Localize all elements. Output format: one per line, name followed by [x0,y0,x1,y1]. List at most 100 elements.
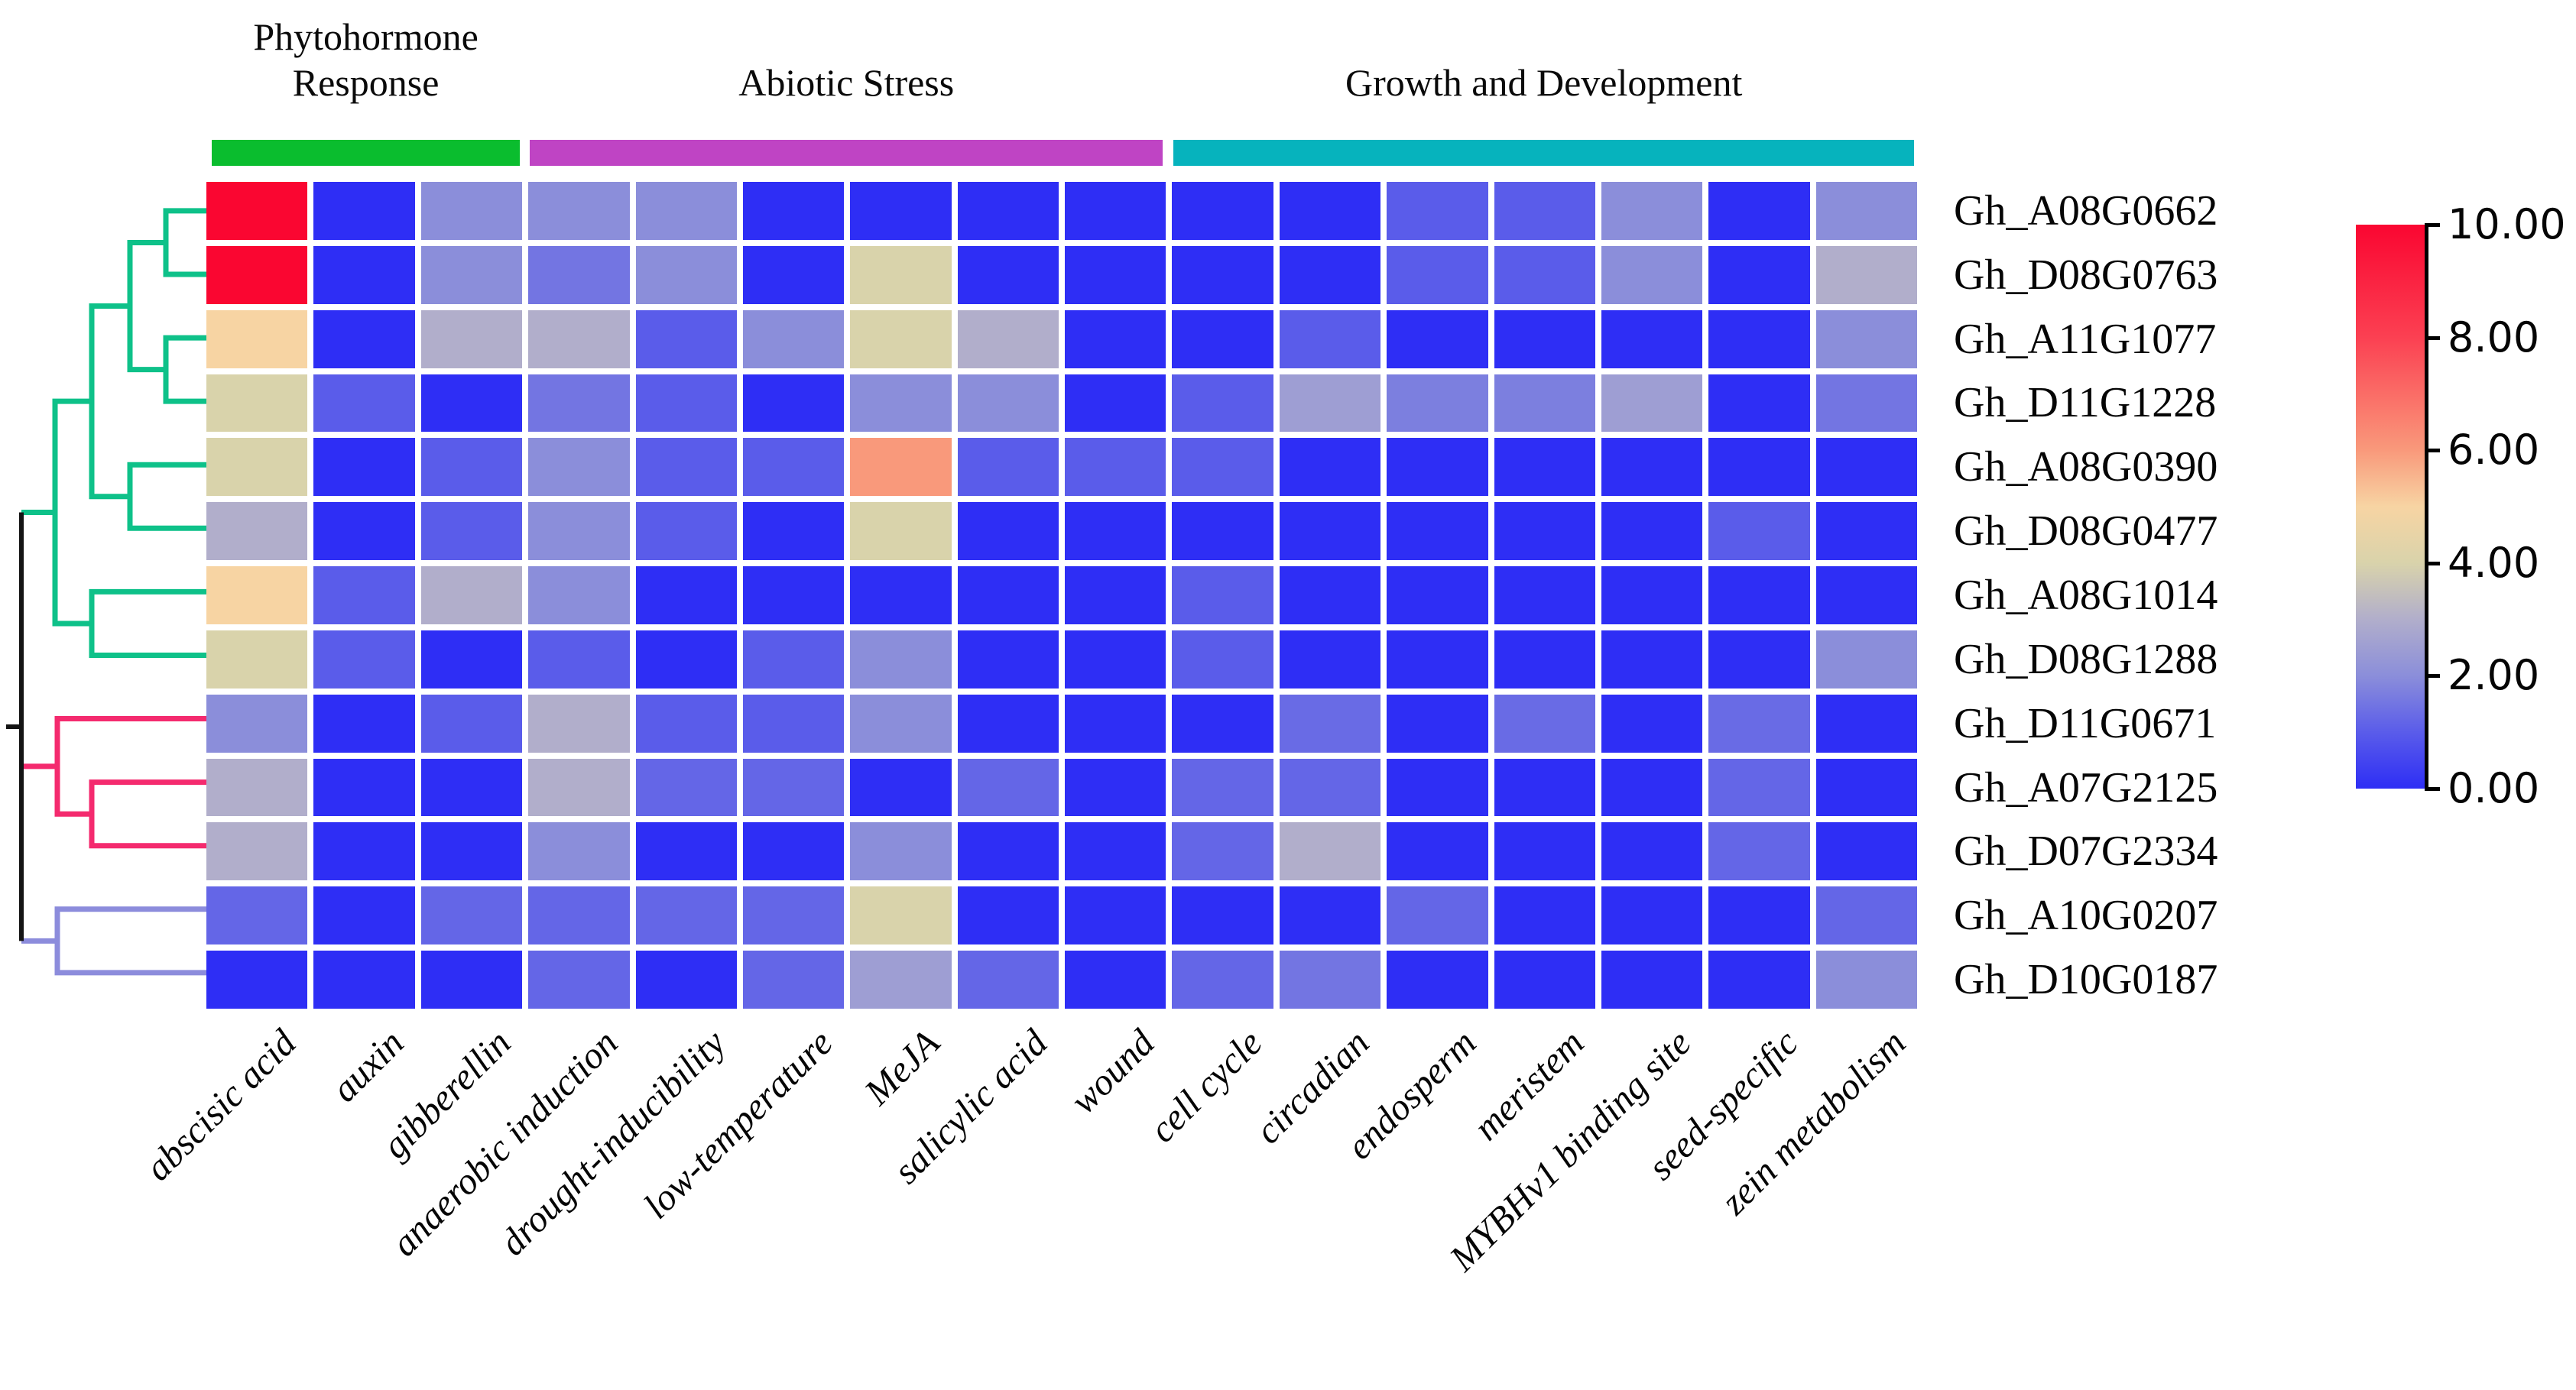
heatmap-cell [1708,886,1810,945]
heatmap-cell [742,694,845,753]
heatmap-cell [206,245,308,304]
heatmap-cell [1601,758,1703,817]
heatmap-cell [1601,822,1703,881]
gene-label: Gh_D07G2334 [1954,828,2218,876]
heatmap-cell [528,822,630,881]
heatmap-cell [635,502,737,561]
heatmap-cell [957,502,1059,561]
heatmap-cell [635,309,737,368]
colorbar-gradient [2356,225,2428,789]
heatmap-cell [1708,502,1810,561]
heatmap-cell [850,758,952,817]
gene-label: Gh_A08G1014 [1954,572,2218,619]
heatmap-cell [313,822,415,881]
heatmap-cell [420,886,523,945]
heatmap-cell [1172,886,1273,945]
heatmap-cell [206,182,308,240]
heatmap-cell [1708,694,1810,753]
heatmap-cell [1815,309,1917,368]
heatmap-cell [1172,309,1273,368]
heatmap-cell [635,951,737,1009]
heatmap-cell [206,502,308,561]
heatmap-cell [206,438,308,497]
heatmap-cell [957,566,1059,624]
dendrogram-middle-cluster [21,716,206,849]
heatmap-cell [1387,951,1488,1009]
heatmap-cell [1601,438,1703,497]
heatmap-cell [1494,886,1595,945]
heatmap-cell [206,886,308,945]
heatmap-cell [1065,502,1166,561]
heatmap-cell [1172,758,1273,817]
heatmap-cell [1279,694,1381,753]
heatmap-cell [1815,822,1917,881]
heatmap-cell [528,630,630,689]
heatmap-cell [1065,886,1166,945]
heatmap-cell [850,822,952,881]
heatmap-cell [1065,630,1166,689]
heatmap-cell [313,309,415,368]
heatmap-cell [1387,566,1488,624]
colorbar-tick-label: 0.00 [2448,764,2540,812]
heatmap-cell [420,822,523,881]
heatmap-cell [742,566,845,624]
heatmap-cell [635,374,737,433]
heatmap-cell [206,309,308,368]
heatmap-cell [1279,374,1381,433]
heatmap-cell [1815,630,1917,689]
heatmap-cell [1387,822,1488,881]
heatmap-cell [528,502,630,561]
dendrogram-top-cluster [21,208,206,658]
heatmap-cell [1601,502,1703,561]
heatmap-cell [957,245,1059,304]
heatmap-cell [635,245,737,304]
heatmap-cell [528,374,630,433]
heatmap-cell [206,822,308,881]
heatmap-cell [1172,951,1273,1009]
heatmap-cell [1494,374,1595,433]
heatmap-cell [1708,566,1810,624]
heatmap-cell [313,374,415,433]
heatmap-cell [850,309,952,368]
heatmap-cell [957,182,1059,240]
heatmap-cell [528,245,630,304]
gene-label: Gh_D08G0763 [1954,251,2218,299]
heatmap-cell [1279,758,1381,817]
gene-label: Gh_D10G0187 [1954,956,2218,1004]
heatmap-cell [1815,694,1917,753]
heatmap-cell [420,758,523,817]
heatmap-cell [1279,182,1381,240]
heatmap-cell [528,758,630,817]
gene-label: Gh_A08G0390 [1954,443,2218,491]
heatmap-cell [1601,309,1703,368]
heatmap-cell [1387,374,1488,433]
heatmap-cell [1708,182,1810,240]
heatmap-cell [1387,182,1488,240]
colorbar-tick [2425,223,2440,227]
heatmap-cell [206,758,308,817]
dendrogram-bottom-cluster [21,906,206,976]
heatmap-cell [1387,438,1488,497]
heatmap-cell [420,182,523,240]
heatmap-cell [1494,951,1595,1009]
heatmap-cell [1065,309,1166,368]
heatmap-cell [1065,566,1166,624]
heatmap-cell [206,694,308,753]
heatmap-cell [1387,630,1488,689]
colorbar-tick [2425,674,2440,679]
heatmap-cell [742,951,845,1009]
colorbar-tick [2425,561,2440,565]
heatmap-cell [1172,630,1273,689]
heatmap-cell [635,438,737,497]
heatmap-cell [1065,951,1166,1009]
heatmap-cell [635,758,737,817]
heatmap-cell [957,438,1059,497]
heatmap-cell [1601,630,1703,689]
heatmap-cell [850,886,952,945]
heatmap-cell [1494,694,1595,753]
heatmap-cell [1494,182,1595,240]
heatmap-cell [957,822,1059,881]
heatmap-cell [420,245,523,304]
heatmap-cell [1815,502,1917,561]
heatmap-cell [635,694,737,753]
